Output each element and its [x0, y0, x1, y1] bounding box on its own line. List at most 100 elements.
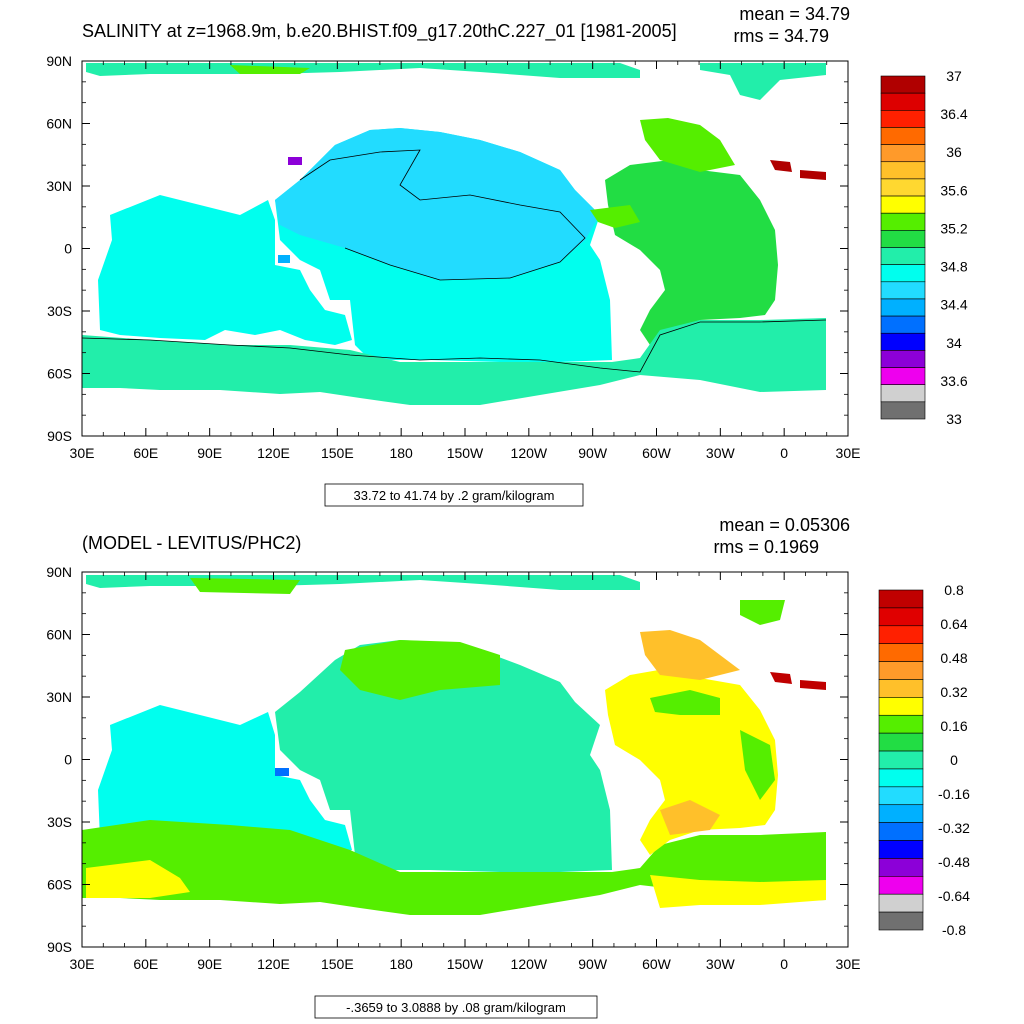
panel2-lat-label: 30N [46, 689, 72, 705]
panel2-colorbar-box [878, 661, 924, 680]
panel1-colorbar-box [880, 350, 926, 368]
panel1-lon-label: 30E [70, 445, 95, 461]
panel1-colorbar-box [880, 401, 926, 420]
panel1-colorbar-box [880, 281, 926, 300]
panel2-colorbar-box [878, 607, 924, 627]
panel2-rms: rms = 0.1969 [713, 537, 819, 557]
panel1-colorbar-box [880, 384, 926, 403]
panel1-lon-label: 30W [706, 445, 736, 461]
panel1-colorbar-box [880, 75, 926, 94]
panel1-rms: rms = 34.79 [733, 26, 829, 46]
panel2-lon-label: 30W [706, 956, 736, 972]
panel1-colorbar-box [880, 367, 926, 385]
panel2-lat-label: 0 [64, 752, 72, 768]
diff-pacific-region [275, 640, 612, 872]
panel2-lon-label: 120W [511, 956, 548, 972]
panel2-lon-label: 90W [578, 956, 608, 972]
panel1-colorbar-box [880, 144, 926, 163]
panel1-colorbar-box [880, 127, 926, 145]
panel2-colorbar-box [878, 822, 924, 841]
panel1-colorbar-label: 35.6 [940, 182, 967, 198]
panel1-colorbar-box [880, 264, 926, 283]
panel1-lat-label: 90N [46, 53, 72, 69]
panel2-lon-label: 30E [836, 956, 861, 972]
panel2-colorbar-box [878, 679, 924, 698]
panel1-colorbar-box [880, 332, 926, 351]
panel2-colorbar-label: 0.64 [940, 616, 967, 632]
panel1-lat-label: 60N [46, 116, 72, 132]
panel2-colorbar-box [878, 786, 924, 806]
panel2-colorbar-label: 0 [950, 752, 958, 768]
panel2-title: (MODEL - LEVITUS/PHC2) [82, 533, 301, 553]
panel2-colorbar-box [878, 768, 924, 788]
panel1-colorbar-box [880, 178, 926, 197]
panel2-lon-label: 120E [257, 956, 290, 972]
panel2-colorbar-box [878, 625, 924, 644]
panel1-colorbar-label: 37 [946, 68, 962, 84]
diff-southern-region [82, 820, 826, 915]
panel2-lat-label: 90S [47, 939, 72, 955]
panel1-lat-label: 90S [47, 428, 72, 444]
panel2-colorbar-label: -0.32 [938, 820, 970, 836]
panel2-colorbar-label: 0.8 [944, 582, 964, 598]
panel1-lon-label: 120E [257, 445, 290, 461]
panel2-colorbar-box [878, 643, 924, 662]
atlantic-north-region [640, 118, 735, 172]
panel2-colorbar-box [878, 876, 924, 895]
panel1-lon-label: 0 [780, 445, 788, 461]
panel1-colorbar-box [880, 195, 926, 214]
panel1-lon-label: 30E [836, 445, 861, 461]
panel1-lon-label: 60W [642, 445, 672, 461]
panel1-info: 33.72 to 41.74 by .2 gram/kilogram [354, 488, 555, 503]
panel1-colorbar-box [880, 315, 926, 334]
panel-salinity: SALINITY at z=1968.9m, b.e20.BHIST.f09_g… [46, 4, 968, 507]
diff-indian-region [98, 705, 352, 855]
panel1-colorbar: 37 36.4 36 35.6 35.2 34.8 34.4 34 33.6 33 [880, 68, 968, 427]
panel1-lat-label: 30N [46, 178, 72, 194]
panel2-colorbar-label: -0.8 [942, 922, 966, 938]
panel2-colorbar-box [878, 911, 924, 931]
diff-atlantic-region [605, 668, 778, 855]
panel1-colorbar-label: 36.4 [940, 106, 967, 122]
panel2-lon-label: 90E [197, 956, 222, 972]
panel1-lon-label: 60E [133, 445, 158, 461]
panel1-lat-label: 60S [47, 366, 72, 382]
panel1-lon-label: 90W [578, 445, 608, 461]
panel2-colorbar-label: 0.48 [940, 650, 967, 666]
panel2-colorbar-box [878, 697, 924, 716]
panel1-lat-label: 30S [47, 303, 72, 319]
panel-difference: (MODEL - LEVITUS/PHC2) mean = 0.05306 rm… [46, 515, 970, 1019]
panel1-colorbar-label: 36 [946, 144, 962, 160]
panel1-colorbar-box [880, 92, 926, 111]
panel2-lon-label: 60E [133, 956, 158, 972]
panel2-axes: 30E 60E 90E 120E 150E 180 150W 120W 90W 60W 30W 0 30… [46, 564, 860, 972]
panel2-lat-label: 90N [46, 564, 72, 580]
panel1-lon-label: 90E [197, 445, 222, 461]
panel2-colorbar-label: 0.32 [940, 684, 967, 700]
panel2-lon-label: 180 [389, 956, 413, 972]
panel2-colorbar-box [878, 893, 924, 913]
panel1-lon-label: 180 [389, 445, 413, 461]
panel2-lon-label: 60W [642, 956, 672, 972]
panel2-colorbar-box [878, 750, 924, 770]
panel1-lon-label: 120W [511, 445, 548, 461]
atlantic-ocean-region [605, 160, 778, 345]
panel2-colorbar-box [878, 732, 924, 752]
panel2-lon-label: 150E [321, 956, 354, 972]
panel2-colorbar-box [878, 858, 924, 877]
panel1-colorbar-label: 34.4 [940, 297, 967, 313]
panel1-title: SALINITY at z=1968.9m, b.e20.BHIST.f09_g… [82, 21, 677, 42]
panel1-colorbar-label: 33.6 [940, 373, 967, 389]
panel2-lat-label: 60S [47, 877, 72, 893]
panel2-mean: mean = 0.05306 [719, 515, 850, 535]
panel2-colorbar-box [878, 589, 924, 609]
panel1-colorbar-label: 33 [946, 411, 962, 427]
panel1-colorbar-label: 35.2 [940, 220, 967, 236]
panel1-colorbar-label: 34.8 [940, 259, 967, 275]
panel2-lon-label: 30E [70, 956, 95, 972]
indian-ocean-region [98, 195, 352, 345]
panel2-colorbar-box [878, 714, 924, 734]
panel1-colorbar-box [880, 230, 926, 248]
panel2-lon-label: 150W [447, 956, 484, 972]
